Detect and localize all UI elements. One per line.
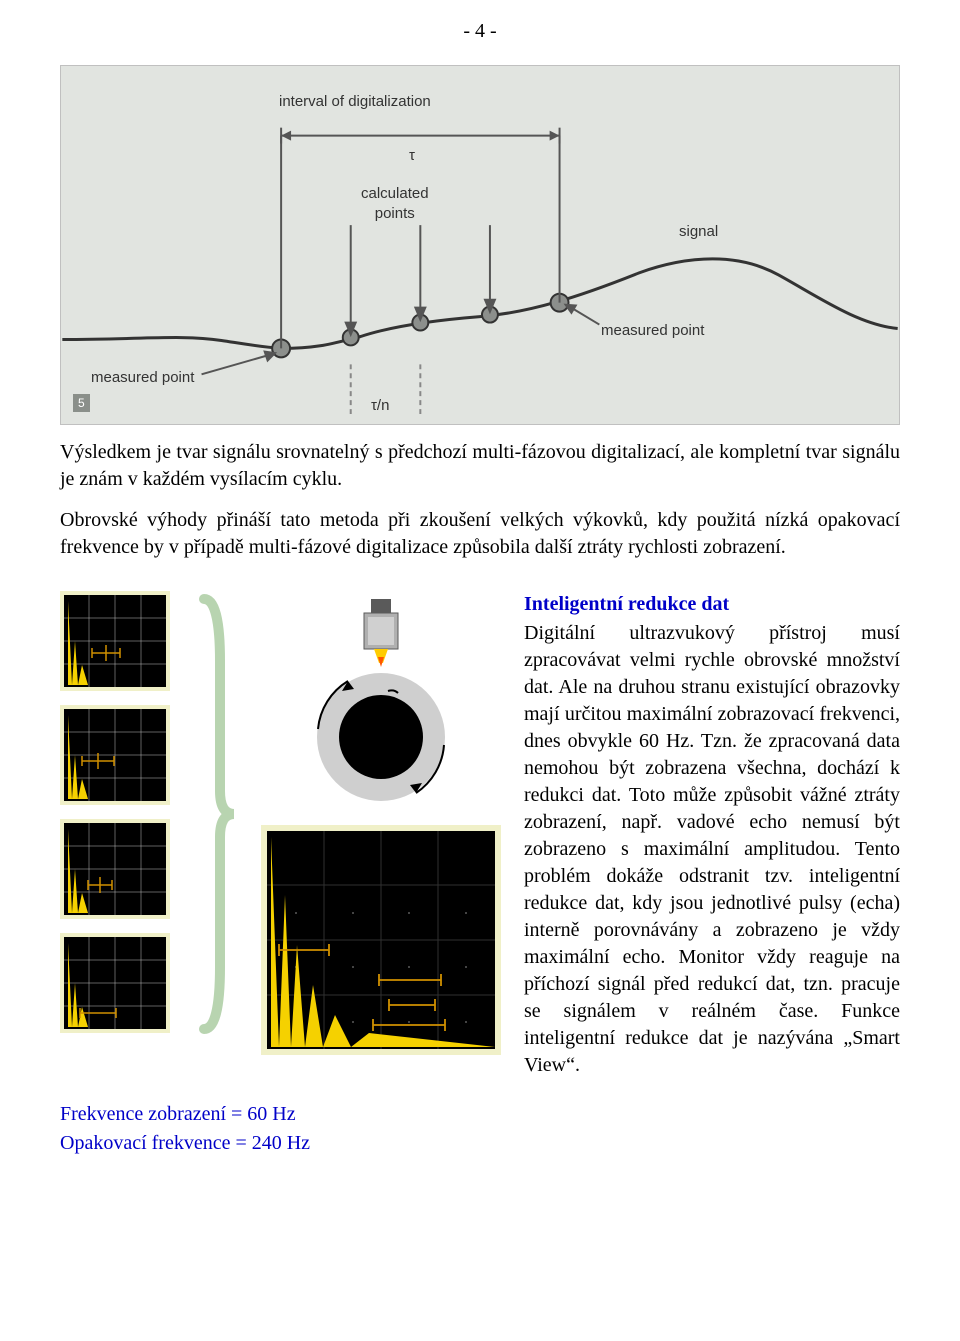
ascan-thumb-2 [60, 705, 170, 805]
page-number: - 4 - [0, 0, 960, 65]
thumbnails-column [60, 591, 180, 1079]
digitalization-figure: interval of digitalization τ calculated … [60, 65, 900, 425]
middle-column [256, 591, 506, 1079]
footer-frequencies: Frekvence zobrazení = 60 Hz Opakovací fr… [60, 1101, 900, 1157]
ascan-thumb-1 [60, 591, 170, 691]
paragraph-1: Výsledkem je tvar signálu srovnatelný s … [60, 439, 900, 493]
figure-number-badge: 5 [73, 394, 90, 412]
text-column: Inteligentní redukce dat Digitální ultra… [524, 591, 900, 1079]
section-title: Inteligentní redukce dat [524, 591, 900, 618]
big-ascan-graph [261, 825, 501, 1055]
label-signal: signal [679, 222, 718, 242]
brace-column [198, 591, 238, 1079]
label-measured-left: measured point [91, 368, 194, 388]
footer-line-1: Frekvence zobrazení = 60 Hz [60, 1101, 900, 1128]
probe-diagram [276, 597, 486, 807]
ascan-thumb-4 [60, 933, 170, 1033]
label-tau: τ [409, 146, 415, 166]
paragraph-2: Obrovské výhody přináší tato metoda při … [60, 507, 900, 561]
label-tau-n: τ/n [371, 396, 389, 416]
ascan-thumb-3 [60, 819, 170, 919]
label-measured-right: measured point [601, 321, 704, 341]
label-calculated: calculated points [361, 184, 429, 225]
section-body: Digitální ultrazvukový přístroj musí zpr… [524, 620, 900, 1079]
footer-line-2: Opakovací frekvence = 240 Hz [60, 1130, 900, 1157]
label-interval: interval of digitalization [279, 92, 431, 112]
